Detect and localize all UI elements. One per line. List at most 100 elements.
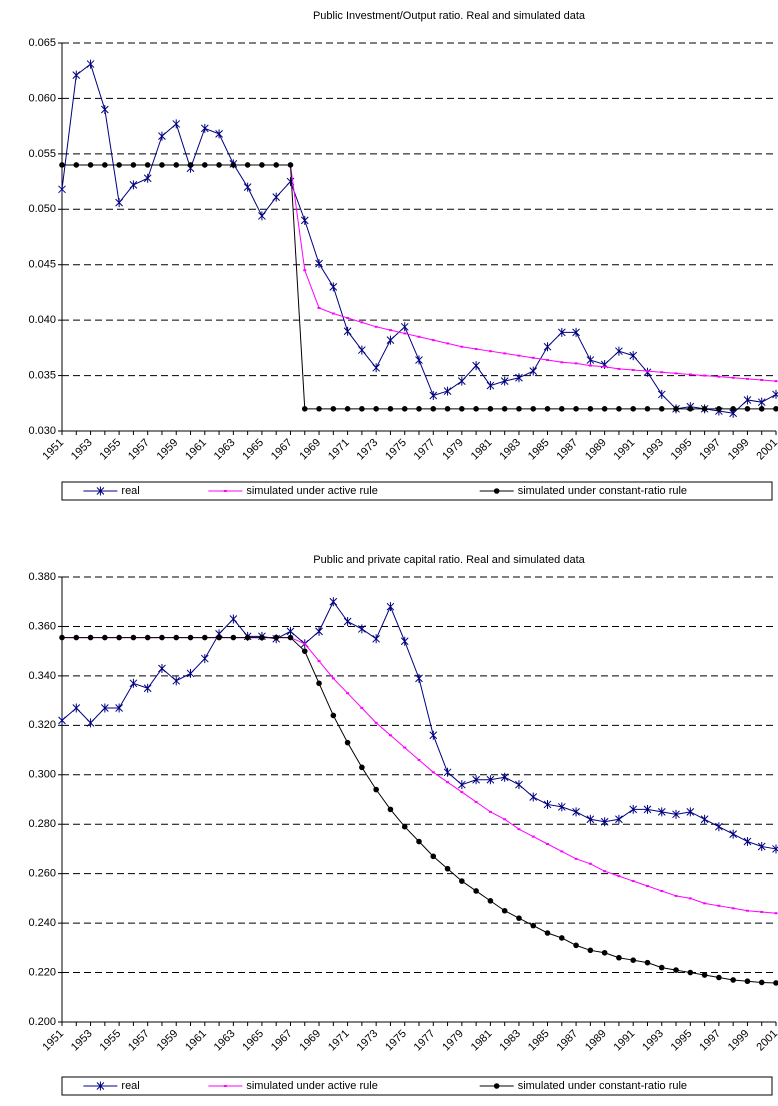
- x-tick-label: 1989: [583, 1028, 609, 1054]
- marker-dot: [116, 634, 122, 641]
- marker-star: [743, 395, 752, 405]
- marker-star: [300, 215, 309, 225]
- x-tick-label: 2001: [754, 1028, 778, 1054]
- star-stroke: [272, 192, 281, 202]
- x-tick-label: 1953: [69, 437, 95, 463]
- star-stroke: [557, 802, 566, 812]
- marker-dot: [401, 823, 408, 830]
- y-tick-label: 0.055: [28, 148, 56, 160]
- x-tick-label: 1995: [669, 1028, 695, 1054]
- marker-dot: [530, 922, 537, 929]
- y-tick-label: 0.320: [28, 719, 56, 731]
- marker-star: [158, 131, 166, 141]
- marker-star: [486, 775, 495, 785]
- marker-dot: [344, 739, 351, 746]
- x-tick-label: 1999: [726, 437, 752, 463]
- marker-dot: [730, 977, 736, 983]
- marker-star: [343, 326, 352, 336]
- marker-star: [386, 602, 395, 612]
- star-stroke: [515, 373, 523, 383]
- marker-star: [586, 814, 595, 824]
- legend-box: [61, 481, 773, 501]
- marker-star: [258, 211, 266, 221]
- marker-dot: [116, 162, 122, 168]
- star-stroke: [715, 822, 723, 832]
- marker-star: [615, 814, 623, 824]
- marker-dot: [601, 406, 608, 412]
- marker-dot: [544, 406, 551, 412]
- marker-dot: [430, 406, 437, 412]
- star-stroke: [757, 841, 766, 851]
- star-stroke: [743, 837, 752, 847]
- marker-dot: [773, 980, 778, 986]
- marker-star: [96, 1081, 105, 1091]
- marker-dot: [701, 406, 708, 412]
- marker-dot: [144, 162, 151, 168]
- marker-star: [372, 634, 381, 644]
- star-stroke: [700, 814, 709, 824]
- marker-star: [343, 617, 352, 626]
- marker-dot: [487, 898, 494, 904]
- star-stroke: [200, 123, 209, 133]
- marker-star: [529, 366, 538, 376]
- marker-star: [700, 814, 709, 824]
- marker-dot: [359, 406, 365, 412]
- marker-star: [86, 718, 95, 728]
- x-tick-label: 1969: [297, 437, 323, 463]
- marker-star: [429, 391, 438, 401]
- marker-dot: [573, 942, 579, 949]
- marker-star: [215, 129, 223, 139]
- marker-star: [143, 683, 152, 693]
- star-stroke: [586, 814, 595, 824]
- x-tick-label: 1969: [297, 1028, 323, 1054]
- marker-dot: [330, 406, 337, 412]
- x-tick-label: 1993: [640, 437, 666, 463]
- y-tick-label: 0.340: [28, 670, 56, 682]
- x-tick-label: 1963: [212, 437, 238, 463]
- star-stroke: [400, 636, 409, 646]
- star-stroke: [543, 799, 552, 809]
- marker-star: [572, 327, 580, 337]
- chart-title: Public Investment/Output ratio. Real and…: [313, 10, 586, 22]
- marker-star: [415, 355, 423, 365]
- star-stroke: [457, 376, 466, 386]
- x-tick-label: 1977: [412, 437, 438, 463]
- star-stroke: [586, 355, 595, 365]
- star-stroke: [329, 282, 338, 292]
- star-stroke: [443, 386, 452, 396]
- marker-dot: [287, 162, 294, 168]
- marker-star: [643, 367, 652, 377]
- marker-star: [600, 817, 609, 827]
- marker-dot: [216, 634, 222, 641]
- star-stroke: [643, 367, 652, 377]
- y-tick-label: 0.360: [28, 620, 56, 632]
- star-stroke: [129, 678, 138, 688]
- marker-dot: [59, 162, 65, 168]
- marker-dot: [144, 634, 151, 641]
- star-stroke: [572, 327, 580, 337]
- marker-star: [115, 198, 123, 208]
- star-stroke: [243, 182, 252, 192]
- marker-star: [457, 780, 466, 790]
- x-tick-label: 1959: [155, 437, 181, 463]
- star-stroke: [258, 211, 266, 221]
- y-tick-label: 0.060: [28, 92, 56, 104]
- y-tick-label: 0.220: [28, 966, 56, 978]
- marker-dot: [373, 786, 379, 793]
- marker-star: [358, 345, 366, 355]
- marker-dot: [173, 634, 180, 641]
- marker-dot: [73, 162, 80, 168]
- marker-dot: [716, 406, 722, 412]
- marker-star: [715, 822, 723, 832]
- y-tick-label: 0.050: [28, 203, 56, 215]
- marker-star: [415, 673, 423, 683]
- marker-star: [329, 597, 338, 607]
- star-stroke: [96, 1081, 105, 1091]
- y-tick-label: 0.065: [28, 37, 56, 49]
- marker-dot: [687, 969, 694, 976]
- x-tick-label: 1971: [326, 1028, 352, 1054]
- y-tick-label: 0.240: [28, 917, 56, 929]
- star-stroke: [686, 807, 695, 817]
- y-tick-label: 0.300: [28, 769, 56, 781]
